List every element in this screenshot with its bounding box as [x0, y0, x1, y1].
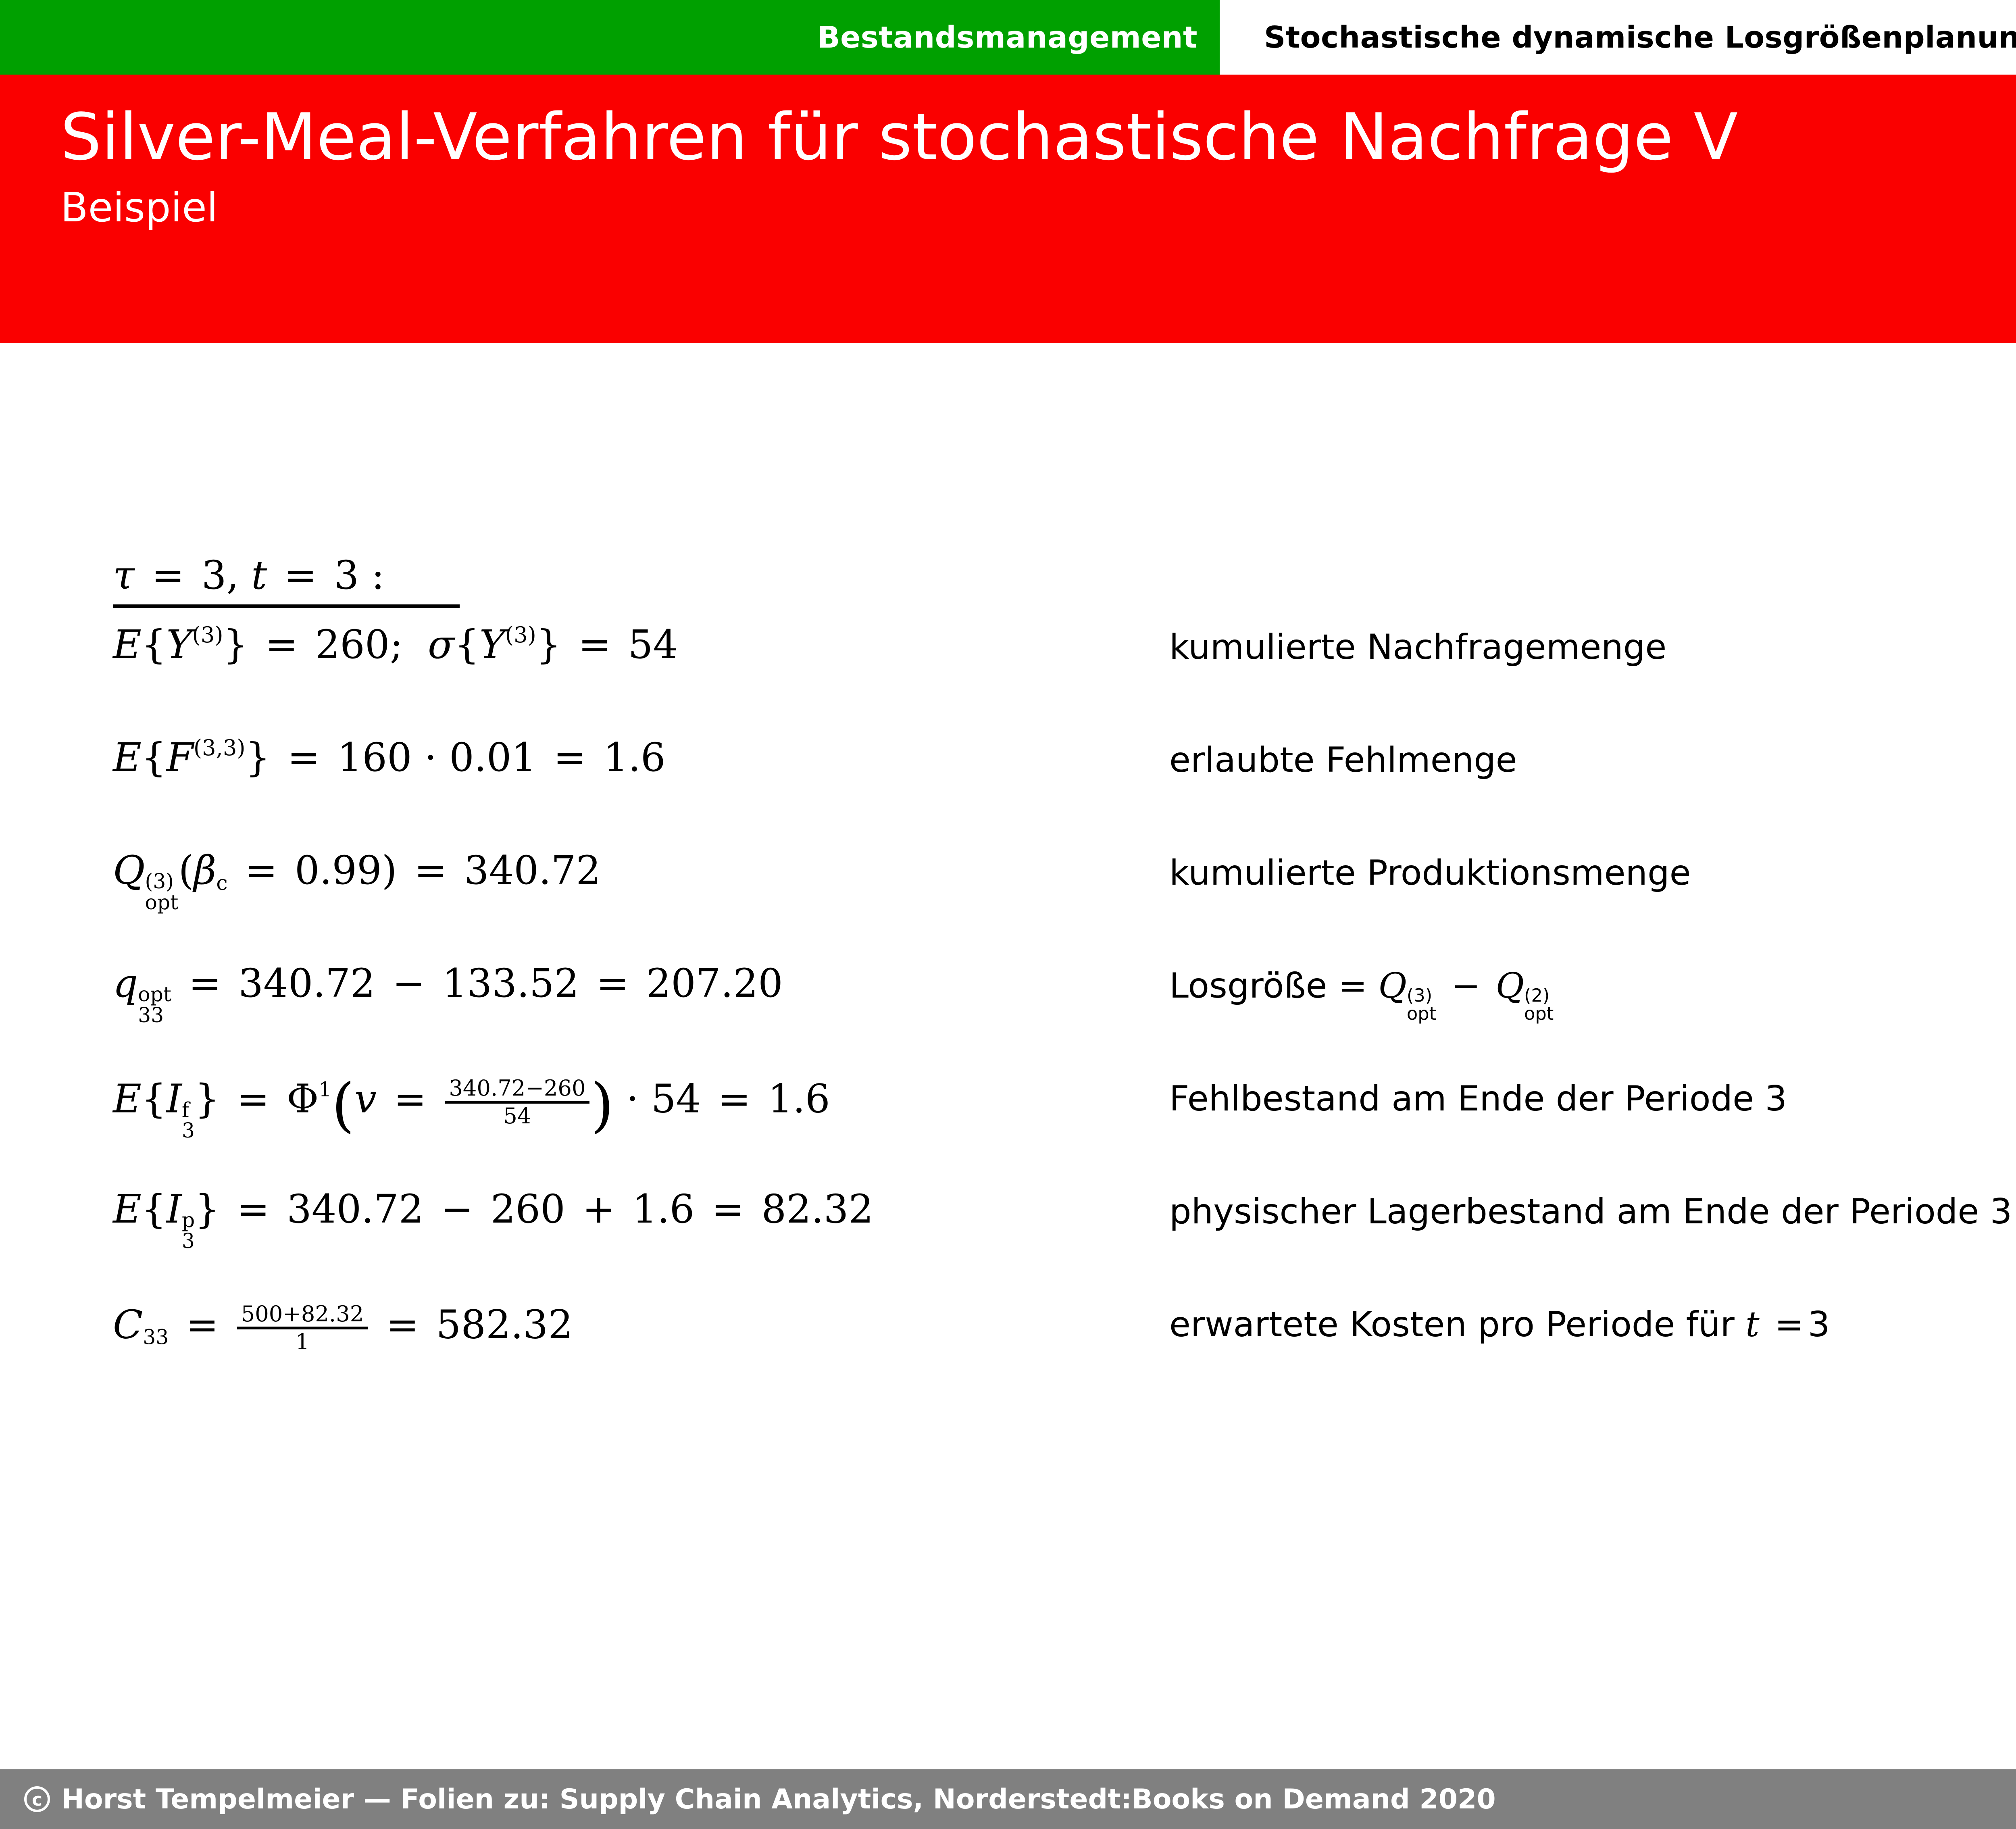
nav-chapter-losgroessenplanung[interactable]: Stochastische dynamische Losgrößenplanun…	[1220, 0, 2016, 75]
equation-row: E{I f 3} = Φ1(v = 340.72−260 54) · 54 = 1.6…	[0, 1071, 2016, 1189]
t-value: 3	[334, 552, 359, 598]
equation-lot-size: q opt 33 = 340.72 − 133.52 = 207.20	[113, 960, 783, 1027]
nav-section-label: Bestandsmanagement	[817, 20, 1198, 55]
equation-expected-cumulative-demand: E{Y(3)} = 260; σ{Y(3)} = 54	[113, 622, 678, 667]
title-banner: Silver-Meal-Verfahren für stochastische …	[0, 75, 2016, 343]
equation-row: Q (3) opt (βc = 0.99) = 340.72 kumulierte P…	[0, 851, 2016, 964]
equation-allowed-shortage: E{F(3,3)} = 160 · 0.01 = 1.6	[113, 735, 666, 780]
case-heading: τ = 3, t = 3 :	[113, 552, 460, 608]
equation-expected-physical-inventory: E{I p 3} = 340.72 − 260 + 1.6 = 82.32	[113, 1186, 874, 1253]
copyright-icon: c	[24, 1786, 50, 1812]
tau-symbol: τ	[113, 552, 135, 598]
description-kumulierte-nachfragemenge: kumulierte Nachfragemenge	[1169, 627, 1667, 667]
description-losgroesse: Losgröße = Q (3) opt − Q (2) opt	[1169, 966, 1554, 1025]
t-symbol-desc: t	[1745, 1304, 1760, 1345]
heading-underline	[113, 604, 460, 608]
equation-expected-cost-per-period: C33 = 500+82.32 1 = 582.32	[113, 1301, 573, 1354]
description-fehlbestand-periode-3: Fehlbestand am Ende der Periode 3	[1169, 1079, 1787, 1119]
equation-row: C33 = 500+82.32 1 = 582.32 erwartete Kost…	[0, 1302, 2016, 1415]
t-symbol: t	[251, 552, 267, 598]
case-heading-text: τ = 3, t = 3 :	[113, 552, 385, 598]
slide-content: τ = 3, t = 3 : E{Y(3)} = 260; σ{Y(3)} = …	[0, 343, 2016, 1769]
equation-table: E{Y(3)} = 260; σ{Y(3)} = 54 kumulierte N…	[0, 622, 2016, 1415]
nav-chapter-label: Stochastische dynamische Losgrößenplanun…	[1264, 20, 2016, 55]
t-value-desc: 3	[1808, 1304, 1830, 1345]
description-losgroesse-prefix: Losgröße =	[1169, 966, 1367, 1006]
footer-credit-text: Horst Tempelmeier — Folien zu: Supply Ch…	[61, 1783, 1496, 1815]
equation-row: q opt 33 = 340.72 − 133.52 = 207.20 Losgrö…	[0, 964, 2016, 1077]
nav-section-bestandsmanagement[interactable]: Bestandsmanagement	[0, 0, 1220, 75]
footer-bar: c Horst Tempelmeier — Folien zu: Supply …	[0, 1769, 2016, 1829]
equation-optimal-cumulative-production: Q (3) opt (βc = 0.99) = 340.72	[113, 848, 601, 914]
equation-row: E{I p 3} = 340.72 − 260 + 1.6 = 82.32 phys…	[0, 1189, 2016, 1302]
page-title: Silver-Meal-Verfahren für stochastische …	[60, 99, 1738, 175]
top-navigation-bar: Bestandsmanagement Stochastische dynamis…	[0, 0, 2016, 75]
description-erwartete-kosten: erwartete Kosten pro Periode für t = 3	[1169, 1304, 1830, 1345]
footer-credit-group: c Horst Tempelmeier — Folien zu: Supply …	[24, 1783, 1496, 1815]
description-physischer-lagerbestand: physischer Lagerbestand am Ende der Peri…	[1169, 1192, 2012, 1232]
tau-value: 3	[201, 552, 227, 598]
description-kosten-prefix: erwartete Kosten pro Periode für	[1169, 1304, 1735, 1345]
page-subtitle: Beispiel	[60, 183, 218, 231]
equation-expected-backorder: E{I f 3} = Φ1(v = 340.72−260 54) · 54 = 1.6	[113, 1071, 830, 1143]
description-erlaubte-fehlmenge: erlaubte Fehlmenge	[1169, 740, 1517, 780]
equation-row: E{Y(3)} = 260; σ{Y(3)} = 54 kumulierte N…	[0, 622, 2016, 738]
description-kumulierte-produktionsmenge: kumulierte Produktionsmenge	[1169, 853, 1691, 893]
equation-row: E{F(3,3)} = 160 · 0.01 = 1.6 erlaubte Fe…	[0, 735, 2016, 851]
